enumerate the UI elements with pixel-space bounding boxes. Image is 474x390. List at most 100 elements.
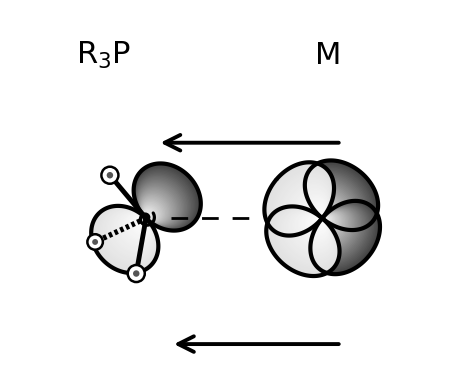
Polygon shape (319, 214, 337, 232)
Polygon shape (307, 168, 371, 229)
Polygon shape (143, 218, 146, 221)
Polygon shape (316, 209, 354, 249)
Polygon shape (292, 212, 332, 250)
Polygon shape (314, 207, 361, 256)
Polygon shape (293, 212, 331, 248)
Polygon shape (136, 174, 190, 228)
Polygon shape (94, 206, 158, 270)
Polygon shape (279, 176, 331, 231)
Polygon shape (145, 218, 146, 220)
Polygon shape (266, 164, 334, 235)
Polygon shape (137, 179, 186, 227)
Polygon shape (272, 169, 333, 233)
Polygon shape (308, 215, 327, 233)
Polygon shape (141, 196, 168, 223)
Polygon shape (313, 210, 324, 221)
Polygon shape (137, 176, 189, 228)
Circle shape (107, 172, 113, 179)
Polygon shape (97, 207, 157, 268)
Polygon shape (272, 207, 338, 270)
Polygon shape (313, 204, 368, 263)
Polygon shape (136, 172, 192, 229)
Polygon shape (144, 210, 154, 220)
Polygon shape (269, 207, 338, 273)
Polygon shape (269, 167, 333, 234)
Polygon shape (276, 209, 337, 266)
Polygon shape (318, 202, 337, 222)
Polygon shape (294, 212, 331, 247)
Polygon shape (274, 208, 337, 268)
Polygon shape (308, 169, 370, 228)
Polygon shape (268, 207, 339, 275)
Polygon shape (95, 207, 157, 269)
Polygon shape (301, 214, 328, 240)
Polygon shape (302, 214, 328, 238)
Polygon shape (313, 186, 353, 225)
Polygon shape (289, 186, 329, 228)
Polygon shape (316, 209, 353, 248)
Polygon shape (140, 191, 173, 224)
Polygon shape (144, 209, 155, 220)
Polygon shape (320, 211, 329, 220)
Polygon shape (316, 197, 343, 223)
Polygon shape (310, 176, 363, 227)
Polygon shape (301, 197, 327, 225)
Polygon shape (307, 166, 373, 229)
Polygon shape (110, 210, 154, 254)
Polygon shape (139, 187, 177, 225)
Polygon shape (290, 211, 332, 252)
Polygon shape (284, 182, 330, 229)
Polygon shape (315, 217, 324, 225)
Polygon shape (102, 208, 156, 262)
Polygon shape (304, 215, 328, 237)
Polygon shape (131, 215, 149, 233)
Polygon shape (143, 203, 161, 222)
Polygon shape (134, 165, 200, 230)
Circle shape (133, 270, 139, 277)
Polygon shape (313, 205, 367, 262)
Polygon shape (318, 212, 344, 239)
Polygon shape (123, 213, 151, 241)
Polygon shape (277, 209, 336, 264)
Polygon shape (266, 206, 339, 276)
Polygon shape (100, 208, 156, 265)
Polygon shape (314, 206, 363, 257)
Polygon shape (314, 216, 325, 227)
Polygon shape (320, 216, 331, 227)
Polygon shape (283, 210, 334, 259)
Polygon shape (318, 204, 336, 221)
Polygon shape (277, 175, 331, 232)
Polygon shape (320, 213, 328, 220)
Polygon shape (308, 172, 367, 228)
Polygon shape (312, 208, 324, 221)
Polygon shape (295, 191, 328, 227)
Polygon shape (296, 193, 328, 226)
Polygon shape (318, 217, 323, 223)
Polygon shape (319, 209, 330, 220)
Polygon shape (306, 203, 326, 223)
Polygon shape (297, 213, 330, 244)
Polygon shape (305, 160, 378, 230)
Polygon shape (121, 213, 152, 243)
Polygon shape (312, 184, 356, 225)
Polygon shape (91, 206, 158, 273)
Polygon shape (313, 189, 350, 224)
Polygon shape (142, 200, 164, 222)
Polygon shape (289, 211, 333, 253)
Polygon shape (142, 202, 163, 222)
Polygon shape (134, 215, 149, 230)
Polygon shape (310, 201, 379, 273)
Polygon shape (317, 201, 339, 222)
Polygon shape (308, 170, 368, 228)
Polygon shape (108, 209, 155, 257)
Polygon shape (311, 181, 358, 226)
Polygon shape (280, 178, 331, 231)
Polygon shape (103, 209, 155, 261)
Polygon shape (316, 198, 342, 222)
Polygon shape (311, 182, 357, 226)
Circle shape (87, 234, 103, 250)
Polygon shape (311, 202, 376, 270)
Polygon shape (126, 214, 151, 239)
Polygon shape (144, 207, 157, 221)
Polygon shape (127, 214, 150, 238)
